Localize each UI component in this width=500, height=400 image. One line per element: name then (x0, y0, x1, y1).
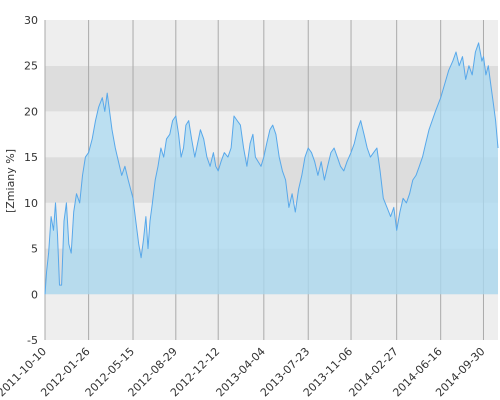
series-line-layer (44, 42, 499, 295)
y-tick-label: 5 (31, 243, 38, 256)
y-axis-tick-labels: -5 0 5 10 15 20 25 30 (24, 14, 38, 347)
series-line (44, 42, 499, 295)
series-area-layer (45, 42, 498, 295)
y-tick-label: 0 (31, 288, 38, 301)
x-axis-tick-labels: 2011-10-102012-01-262012-05-152012-08-29… (0, 345, 488, 399)
grid-band (45, 294, 498, 340)
y-tick-label: 30 (24, 14, 38, 27)
y-tick-label: 20 (24, 105, 38, 118)
y-tick-label: 15 (24, 151, 38, 164)
series-area (45, 42, 498, 295)
grid-band (45, 20, 498, 66)
y-tick-label: 10 (24, 197, 38, 210)
y-tick-label: 25 (24, 60, 38, 73)
y-tick-label: -5 (27, 334, 38, 347)
grid-band (45, 65, 498, 112)
y-axis-label: [Zmiany %] (4, 149, 17, 213)
